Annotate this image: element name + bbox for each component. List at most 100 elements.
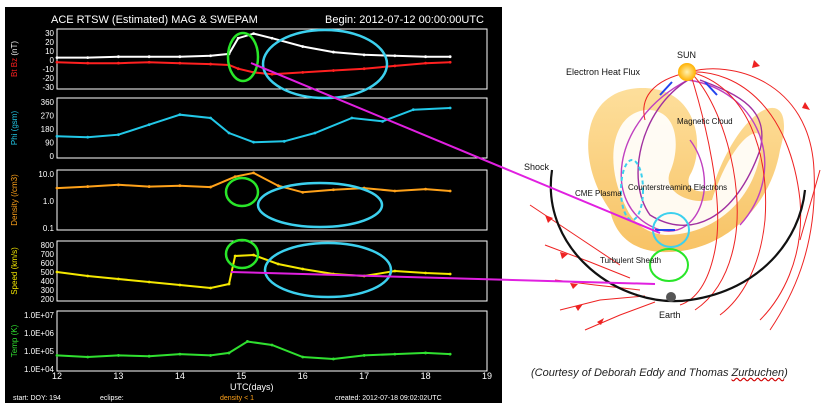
data-point [209,62,212,66]
data-point [276,184,280,188]
data-point [301,45,305,48]
x-tick-label: 18 [421,371,431,381]
y-tick-label: 10.0 [38,170,54,179]
caption-close: ) [784,367,788,379]
x-tick-label: 16 [298,371,308,381]
x-axis-label: UTC(days) [230,382,274,392]
data-point [147,55,151,59]
data-point [55,354,59,357]
data-point [448,55,452,59]
label-earth: Earth [659,310,681,320]
field-arrows [545,60,810,325]
data-point [178,283,182,287]
data-point [147,185,151,188]
x-tick-label: 19 [482,371,492,381]
data-point [86,355,90,359]
field-line-cloud-3 [687,79,766,226]
data-point [332,188,335,192]
x-tick-label: 13 [113,371,123,381]
plot-begin: Begin: 2012-07-12 00:00:00UTC [325,14,484,26]
data-point [448,106,452,110]
ace-plot: ACE RTSW (Estimated) MAG & SWEPAM Begin:… [10,14,492,402]
speed-cyan-circle [263,241,393,299]
bfield-cyan-circle [261,28,389,100]
series-line-bt [57,32,451,59]
data-point [332,272,335,276]
y-tick-label: 180 [41,125,55,134]
y-tick-label: 1.0E+06 [24,329,55,338]
x-tick-label: 17 [359,371,369,381]
label-sun: SUN [677,50,696,60]
data-point [393,189,397,193]
data-point [86,56,90,60]
data-point [233,175,237,179]
label-shock: Shock [524,162,550,172]
data-point [252,171,255,175]
data-point [350,116,354,120]
y-tick-label: 0 [50,56,55,65]
y-tick-label: 1.0 [43,197,55,206]
y-tick-label: 0 [50,152,55,161]
caption-name: Zurbuchen [731,367,785,379]
density-cyan-circle [256,181,384,229]
y-axis-label: Density (/cm3) [10,174,19,226]
y-tick-label: 90 [45,139,54,148]
data-point [227,351,231,355]
data-point [270,36,274,40]
data-point [55,270,59,274]
data-point [301,355,305,359]
y-tick-label: 200 [41,295,55,304]
earth-icon [666,292,676,302]
data-point [178,55,182,59]
y-tick-label: 1.0E+07 [24,311,55,320]
data-point [147,280,151,284]
data-point [55,56,59,60]
data-point [209,185,212,189]
ace-plot-panel: ACE RTSW (Estimated) MAG & SWEPAM Begin:… [5,7,502,403]
y-tick-label: 270 [41,112,55,121]
data-point [424,351,427,355]
data-point [448,352,452,356]
footer-created: created: 2012-07-18 09:02:02UTC [335,395,442,402]
density-green-circle [224,176,260,208]
y-tick-label: 30 [45,29,54,38]
bfield-green-circle [226,31,260,83]
data-point [270,343,274,347]
data-point [252,253,255,257]
cme-diagram: SUN Electron Heat Flux Magnetic Cloud Sh… [524,50,821,331]
data-point [227,282,231,286]
y-tick-label: -10 [42,65,54,74]
data-point [147,354,151,358]
data-point [55,134,59,138]
footer-eclipse: eclipse: [100,395,124,402]
y-tick-label: -20 [42,74,54,83]
data-point [252,32,255,36]
data-point [424,55,427,59]
y-tick-label: 20 [45,38,54,47]
sun-icon [678,63,696,81]
data-point [381,119,384,123]
data-point [178,184,182,188]
y-tick-label: 500 [41,268,55,277]
data-point [448,272,452,276]
data-point [147,60,151,64]
data-point [362,67,366,71]
plot-title: ACE RTSW (Estimated) MAG & SWEPAM [51,14,258,26]
y-tick-label: 1.0E+05 [24,347,55,356]
data-point [301,190,305,194]
y-axis-label: Phi (gsm) [10,111,19,146]
x-tick-label: 14 [175,371,185,381]
series-line-temp [56,340,451,361]
data-point [362,53,366,57]
data-point [393,64,397,68]
data-point [313,131,317,135]
data-point [362,354,366,357]
data-point [117,133,120,137]
data-point [178,61,182,65]
y-axis-label: Bt Bz (nT) [10,41,19,77]
y-tick-label: 10 [45,47,54,56]
label-counterstreaming: Counterstreaming Electrons [628,183,727,192]
data-point [332,69,335,72]
data-point [86,274,90,278]
